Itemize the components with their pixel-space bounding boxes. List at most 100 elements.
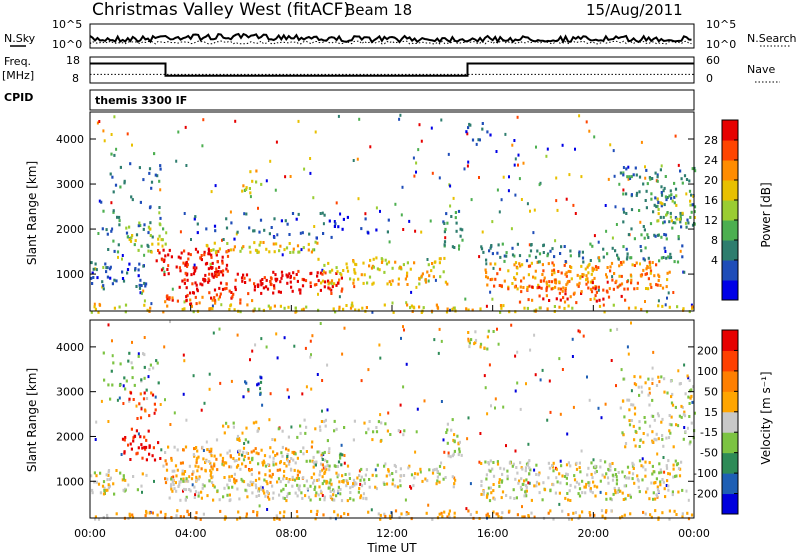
range-cell — [682, 307, 685, 311]
plot-title: Christmas Valley West (fitACF) — [92, 0, 350, 20]
noise-cell — [615, 384, 617, 388]
noise-cell — [572, 203, 575, 207]
range-cell — [232, 421, 235, 425]
range-cell — [654, 509, 657, 513]
range-cell — [516, 471, 519, 475]
range-cell — [505, 251, 508, 255]
range-cell — [598, 298, 601, 302]
range-cell — [537, 283, 540, 287]
range-cell — [662, 189, 665, 193]
noise-cell — [201, 144, 204, 148]
range-cell — [333, 510, 336, 514]
nsearch-trace — [89, 40, 692, 45]
noise-cell — [276, 233, 279, 237]
range-cell — [493, 497, 496, 501]
range-cell — [213, 454, 216, 458]
range-cell — [121, 277, 125, 280]
range-cell — [352, 478, 356, 482]
range-cell — [250, 450, 253, 454]
noise-cell — [303, 167, 306, 171]
range-cell — [626, 175, 629, 179]
range-cell — [521, 515, 524, 519]
range-cell — [656, 204, 659, 208]
range-cell — [121, 270, 124, 274]
noise-cell — [358, 117, 361, 121]
noise-cell — [260, 337, 263, 341]
range-cell — [230, 221, 233, 225]
range-cell — [631, 461, 634, 465]
colorbar-segment — [722, 432, 738, 454]
range-cell — [638, 490, 641, 494]
range-cell — [167, 253, 170, 257]
range-cell — [159, 216, 162, 220]
range-cell — [629, 495, 632, 499]
noise-cell — [415, 285, 418, 289]
range-cell — [679, 220, 682, 224]
noise-cell — [527, 442, 530, 446]
noise-cell — [321, 379, 324, 382]
range-cell — [144, 284, 147, 288]
range-cell — [589, 259, 592, 262]
range-cell — [605, 289, 608, 293]
range-cell — [357, 308, 360, 312]
noise-cell — [555, 199, 558, 203]
range-cell — [646, 487, 649, 491]
range-cell — [661, 434, 664, 437]
range-cell — [467, 308, 470, 312]
range-cell — [591, 269, 594, 273]
range-cell — [286, 457, 289, 461]
range-cell — [109, 397, 112, 401]
range-cell — [249, 480, 252, 484]
range-cell — [377, 512, 380, 516]
range-cell — [688, 442, 691, 446]
range-cell — [650, 197, 653, 201]
range-cell — [636, 281, 639, 285]
colorbar-segment — [722, 220, 738, 241]
range-cell — [330, 292, 333, 295]
range-cell — [323, 263, 326, 267]
noise-cell — [100, 399, 103, 403]
range-cell — [691, 305, 694, 309]
range-cell — [170, 487, 173, 491]
range-cell — [594, 494, 597, 498]
range-cell — [628, 419, 631, 423]
range-cell — [159, 223, 162, 227]
range-cell — [124, 310, 127, 314]
range-cell — [151, 454, 154, 458]
range-cell — [313, 479, 316, 483]
range-cell — [518, 300, 522, 304]
range-cell — [375, 256, 378, 260]
noise-cell — [415, 430, 418, 434]
noise-cell — [312, 196, 315, 200]
range-cell — [547, 262, 550, 266]
range-cell — [323, 213, 326, 217]
range-cell — [546, 252, 550, 256]
range-cell — [92, 276, 95, 279]
range-cell — [142, 227, 145, 231]
range-cell — [248, 484, 251, 487]
range-cell — [558, 280, 561, 284]
noise-cell — [458, 247, 460, 251]
range-cell — [323, 479, 326, 483]
range-cell — [198, 301, 201, 305]
range-cell — [640, 233, 643, 237]
noise-cell — [442, 438, 445, 442]
range-cell — [558, 305, 561, 309]
range-cell — [561, 509, 564, 513]
range-cell — [573, 478, 577, 482]
range-cell — [248, 226, 251, 230]
range-cell — [669, 211, 672, 215]
range-cell — [542, 251, 545, 254]
noise-cell — [163, 270, 166, 274]
range-cell — [363, 273, 366, 277]
range-cell — [484, 460, 487, 464]
range-cell — [321, 458, 324, 461]
noise-cell — [339, 212, 342, 216]
range-cell — [270, 283, 273, 287]
range-cell — [649, 269, 653, 273]
noise-cell — [379, 209, 381, 213]
range-cell — [318, 473, 321, 477]
range-cell — [289, 274, 292, 278]
range-cell — [294, 306, 297, 310]
range-cell — [554, 280, 557, 284]
